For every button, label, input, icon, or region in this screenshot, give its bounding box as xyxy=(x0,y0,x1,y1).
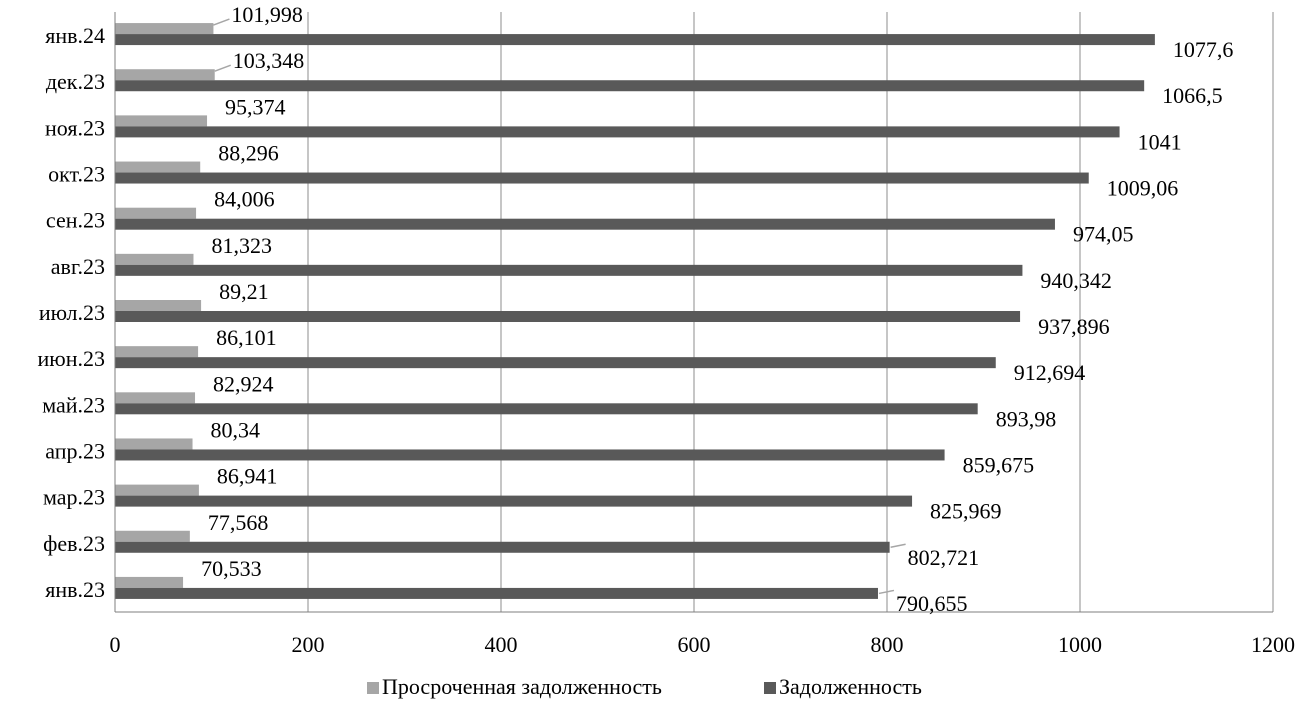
bars xyxy=(115,23,1155,599)
bar-total-debt xyxy=(115,264,1023,276)
leader-line xyxy=(890,543,906,549)
x-tick-label: 0 xyxy=(110,632,121,657)
data-label-debt: 912,694 xyxy=(1014,360,1086,385)
data-label-debt: 790,655 xyxy=(896,591,968,616)
data-label-overdue: 88,296 xyxy=(218,141,278,166)
category-label: фев.23 xyxy=(43,531,105,556)
category-label: дек.23 xyxy=(46,69,105,94)
bar-total-debt xyxy=(115,541,890,553)
x-tick-label: 1000 xyxy=(1058,632,1102,657)
x-tick-label: 600 xyxy=(678,632,711,657)
x-tick-label: 200 xyxy=(292,632,325,657)
axes: 0 200 400 600 800 1000 1200 янв.23 фев.23 мар.23 а… xyxy=(38,12,1295,657)
bar-overdue-debt xyxy=(115,69,215,81)
legend: Просроченная задолженность Задолженность xyxy=(367,674,922,699)
category-label: июл.23 xyxy=(39,300,105,325)
bar-overdue-debt xyxy=(115,576,184,588)
bar-total-debt xyxy=(115,80,1145,92)
x-tick-label: 800 xyxy=(871,632,904,657)
category-label: мар.23 xyxy=(43,485,105,510)
bar-total-debt xyxy=(115,495,913,507)
bar-overdue-debt xyxy=(115,115,208,127)
bar-total-debt xyxy=(115,34,1155,46)
data-label-overdue: 84,006 xyxy=(214,187,275,212)
legend-swatch-debt xyxy=(764,682,776,694)
bar-overdue-debt xyxy=(115,300,202,311)
leader-line xyxy=(213,18,230,26)
legend-label-overdue: Просроченная задолженность xyxy=(382,674,662,699)
category-label: сен.23 xyxy=(46,208,105,233)
category-label: июн.23 xyxy=(38,346,105,371)
data-label-debt: 937,896 xyxy=(1038,314,1110,339)
data-label-debt: 974,05 xyxy=(1073,222,1134,247)
bar-total-debt xyxy=(115,311,1021,322)
bar-overdue-debt xyxy=(115,438,193,450)
data-label-debt: 1041 xyxy=(1138,129,1182,154)
data-label-overdue: 101,998 xyxy=(231,2,303,27)
data-label-overdue: 80,34 xyxy=(211,417,261,442)
x-tick-label: 1200 xyxy=(1251,632,1295,657)
data-label-overdue: 95,374 xyxy=(225,94,285,119)
category-label: апр.23 xyxy=(45,438,105,463)
data-labels: 70,533 790,655 77,568 802,721 86,941 825,969 8… xyxy=(201,2,1233,616)
bar-overdue-debt xyxy=(115,253,194,265)
leader-line xyxy=(214,64,231,72)
data-label-overdue: 70,533 xyxy=(201,556,261,581)
bar-overdue-debt xyxy=(115,346,199,358)
data-label-debt: 1066,5 xyxy=(1162,83,1223,108)
category-label: янв.24 xyxy=(45,23,105,48)
category-label: ноя.23 xyxy=(45,115,105,140)
data-label-debt: 825,969 xyxy=(930,499,1002,524)
bar-total-debt xyxy=(115,172,1089,184)
data-label-debt: 1009,06 xyxy=(1107,176,1179,201)
bar-overdue-debt xyxy=(115,207,197,219)
legend-label-debt: Задолженность xyxy=(779,674,922,699)
bar-total-debt xyxy=(115,449,945,461)
leader-line xyxy=(878,589,895,595)
category-label: авг.23 xyxy=(51,254,105,279)
data-label-overdue: 86,101 xyxy=(216,325,277,350)
data-label-overdue: 82,924 xyxy=(213,371,274,396)
data-label-overdue: 77,568 xyxy=(208,510,269,535)
bar-total-debt xyxy=(115,403,978,415)
bar-overdue-debt xyxy=(115,484,199,496)
bar-total-debt xyxy=(115,126,1120,138)
data-label-debt: 940,342 xyxy=(1040,268,1112,293)
x-tick-label: 400 xyxy=(485,632,518,657)
bar-overdue-debt xyxy=(115,530,190,542)
data-label-debt: 859,675 xyxy=(963,452,1035,477)
category-label: май.23 xyxy=(42,392,105,417)
data-label-debt: 802,721 xyxy=(908,545,980,570)
category-label: окт.23 xyxy=(48,162,105,187)
legend-swatch-overdue xyxy=(367,682,379,694)
data-label-overdue: 81,323 xyxy=(211,233,271,258)
bar-total-debt xyxy=(115,357,996,369)
data-label-overdue: 103,348 xyxy=(233,48,305,73)
data-label-overdue: 86,941 xyxy=(217,464,278,489)
data-label-overdue: 89,21 xyxy=(219,279,269,304)
bar-overdue-debt xyxy=(115,23,214,35)
bar-overdue-debt xyxy=(115,161,201,173)
data-label-debt: 1077,6 xyxy=(1173,37,1234,62)
bar-overdue-debt xyxy=(115,392,196,404)
data-label-debt: 893,98 xyxy=(996,406,1057,431)
bar-total-debt xyxy=(115,587,878,599)
bar-total-debt xyxy=(115,218,1055,230)
category-label: янв.23 xyxy=(45,577,105,602)
